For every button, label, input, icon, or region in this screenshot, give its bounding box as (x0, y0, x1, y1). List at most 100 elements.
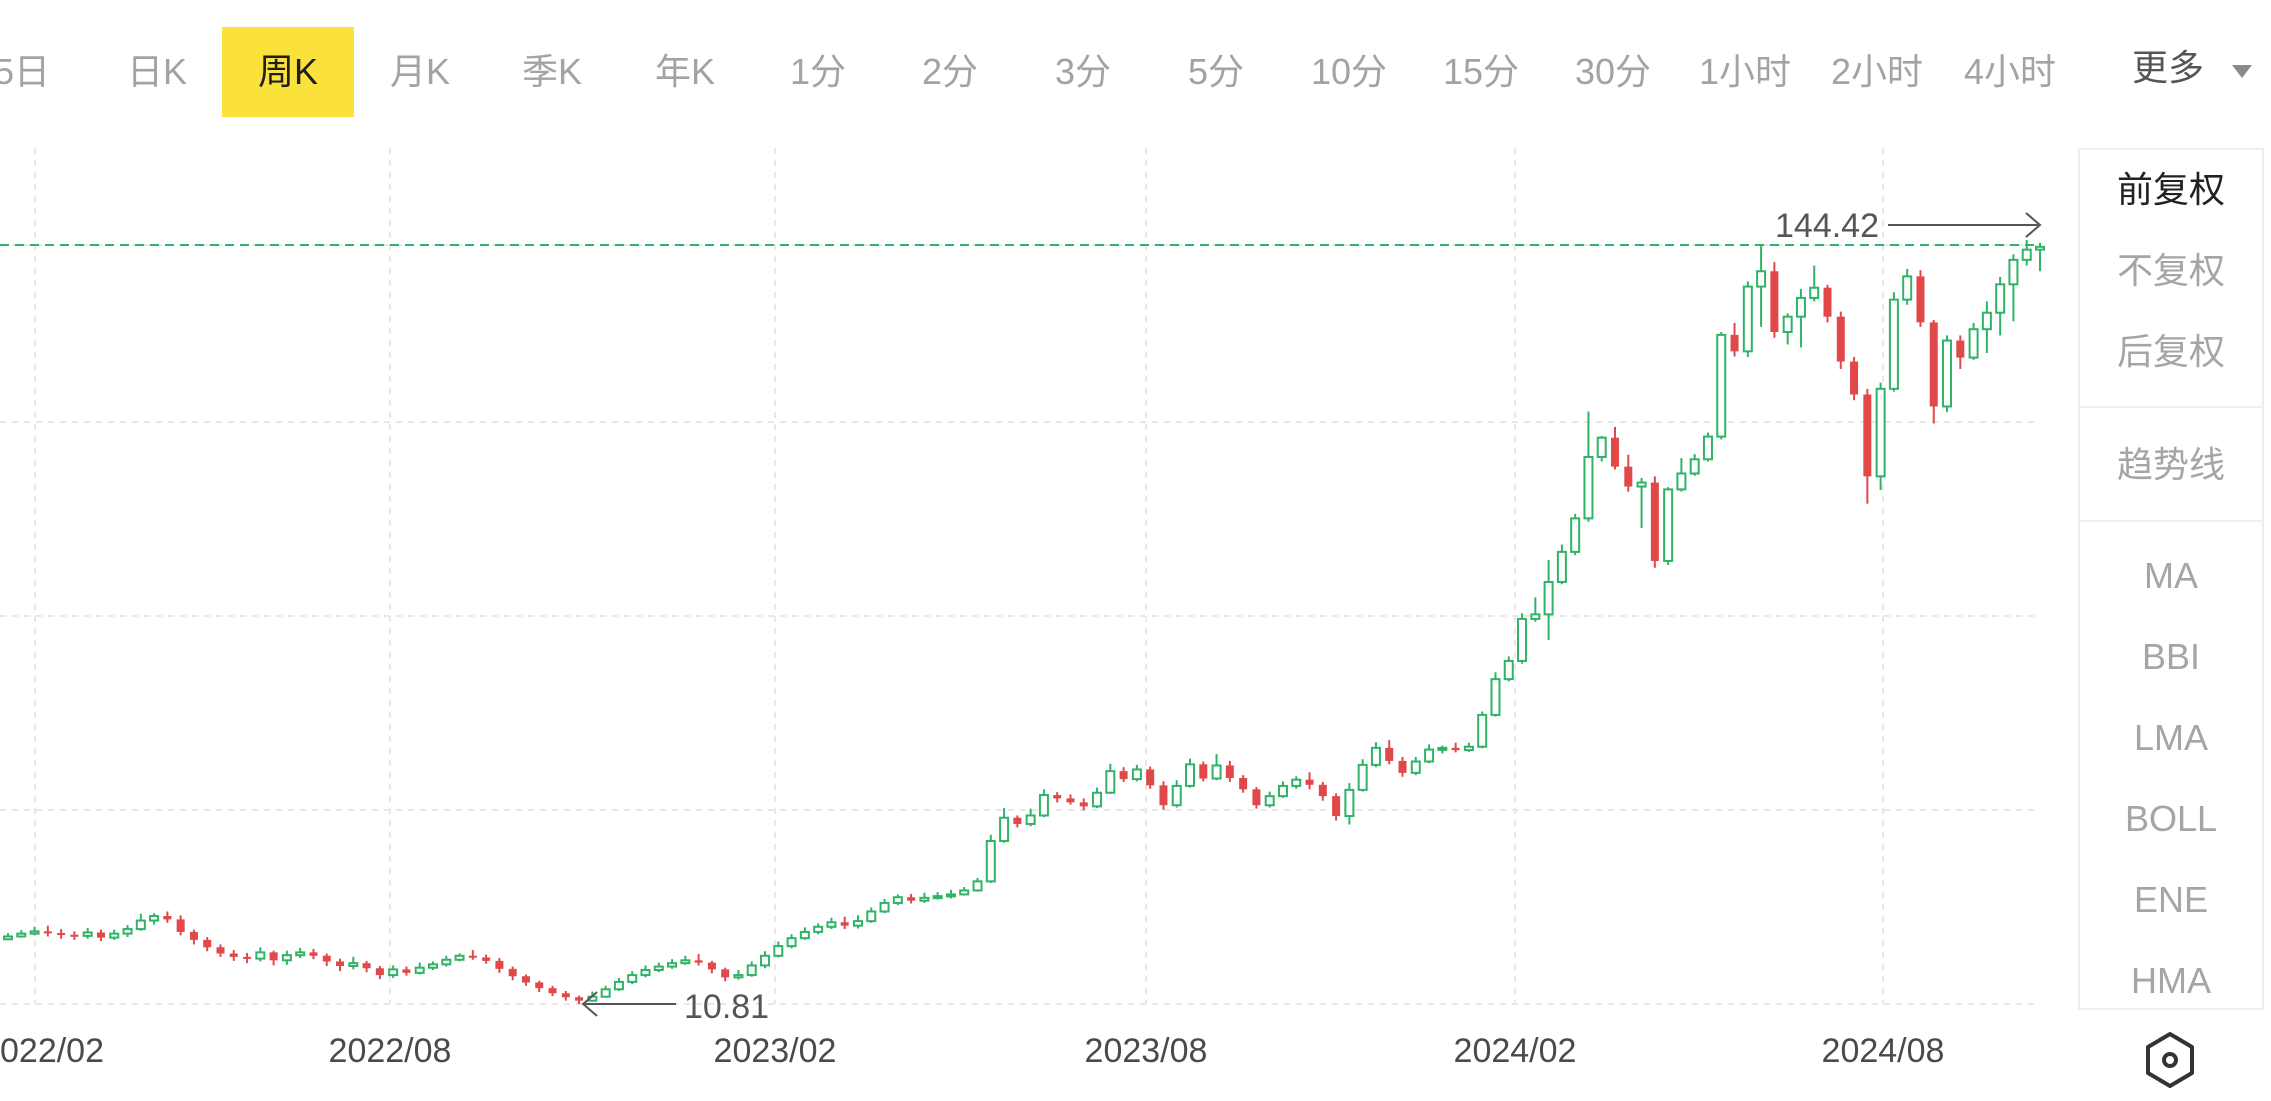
candle-down (1770, 262, 1779, 338)
candle-body (600, 988, 611, 998)
candle-body (1611, 437, 1620, 467)
candle-body (1398, 760, 1407, 773)
candle-body (932, 895, 943, 900)
candle-body (1730, 334, 1739, 352)
x-tick-label: 022/02 (0, 1032, 104, 1070)
candle-down (561, 990, 570, 1001)
candle-body (1836, 316, 1845, 362)
tab-12[interactable]: 15分 (1442, 51, 1520, 92)
candle-body (680, 959, 691, 965)
tab-15[interactable]: 2小时 (1830, 51, 1924, 92)
candle-body (176, 919, 185, 932)
trendline-option[interactable]: 趋势线 (2116, 444, 2225, 485)
candle-down (1823, 284, 1832, 323)
candle-body (799, 930, 810, 940)
candle-body (2008, 258, 2019, 286)
indicator-boll[interactable]: BOLL (2124, 798, 2218, 839)
candle-body (760, 954, 771, 967)
tab-10[interactable]: 5分 (1187, 51, 1245, 92)
candle-body (1716, 333, 1727, 438)
candle-body (786, 937, 797, 948)
candle-down (1159, 781, 1168, 810)
candle-body (1875, 387, 1886, 478)
indicator-ene[interactable]: ENE (2133, 879, 2209, 920)
candle-body (1185, 763, 1196, 787)
candle-down (229, 950, 238, 961)
tab-7[interactable]: 1分 (789, 51, 847, 92)
candle-body (388, 968, 399, 977)
indicator-hma[interactable]: HMA (2131, 960, 2211, 1001)
tab-6[interactable]: 年K (654, 51, 715, 92)
candle-down (1836, 311, 1845, 369)
indicator-ma[interactable]: MA (2144, 555, 2198, 596)
adjust-forward-option[interactable]: 前复权 (2116, 169, 2225, 210)
tab-13[interactable]: 30分 (1574, 51, 1652, 92)
candle-body (3, 935, 13, 941)
candle-body (866, 910, 877, 923)
candle-body (1252, 789, 1261, 806)
more-periods-button[interactable]: 更多 (2118, 27, 2264, 117)
candle-body (1782, 315, 1793, 334)
candle-up (1689, 454, 1700, 476)
candle-down (322, 953, 331, 966)
candle-body (1517, 617, 1528, 662)
candle-down (707, 960, 716, 974)
indicator-bbi[interactable]: BBI (2141, 636, 2201, 677)
candle-body (295, 951, 306, 957)
tab-8[interactable]: 2分 (921, 51, 979, 92)
candle-body (733, 974, 744, 979)
tab-2[interactable]: 日K (126, 51, 187, 92)
candle-body (694, 960, 703, 963)
candle-up (82, 927, 93, 939)
candle-up (1370, 742, 1381, 768)
candle-body (243, 956, 252, 959)
tab-5[interactable]: 季K (521, 51, 582, 92)
hexagon-settings-icon[interactable] (2140, 1030, 2200, 1090)
candle-body (189, 931, 198, 940)
adjust-none-option[interactable]: 不复权 (2116, 250, 2225, 291)
candle-body (972, 880, 983, 892)
candle-down (521, 974, 530, 986)
indicator-lma[interactable]: LMA (2133, 717, 2209, 758)
max-price-label: 144.42 (1775, 207, 1879, 245)
candle-body (1344, 788, 1355, 818)
candle-down (1252, 787, 1261, 809)
candle-body (1795, 296, 1806, 318)
candle-up (773, 941, 784, 958)
candle-body (707, 962, 716, 970)
candle-down (269, 950, 278, 966)
candle-body (402, 969, 411, 973)
candle-body (43, 931, 52, 934)
candle-body (1105, 770, 1116, 794)
candle-up (613, 977, 624, 991)
candle-down (482, 954, 491, 964)
candle-body (1650, 482, 1659, 561)
tab-9[interactable]: 3分 (1054, 51, 1112, 92)
candle-down (1199, 761, 1208, 782)
candle-body (1463, 745, 1474, 752)
candle-up (1902, 268, 1913, 305)
tab-16[interactable]: 4小时 (1963, 51, 2057, 92)
adjust-backward-option[interactable]: 后复权 (2116, 331, 2225, 372)
candle-body (1929, 322, 1938, 407)
tab-4[interactable]: 月K (389, 51, 450, 92)
candle-up (1795, 288, 1806, 348)
tab-3[interactable]: 周K (222, 27, 354, 117)
candle-body (269, 952, 278, 961)
candle-up (1875, 382, 1886, 490)
candle-body (57, 933, 66, 936)
candle-up (852, 915, 863, 929)
candle-body (1850, 361, 1859, 395)
tab-1[interactable]: 5日 (0, 51, 51, 92)
candle-up (281, 950, 292, 965)
candle-up (680, 955, 691, 965)
candle-down (840, 916, 849, 930)
tab-11[interactable]: 10分 (1310, 51, 1388, 92)
tab-14[interactable]: 1小时 (1698, 51, 1792, 92)
candlestick-chart[interactable]: 144.42 10.81 022/02 2022/08 2023/02 2023/08 2… (0, 140, 2060, 1101)
candle-up (1477, 711, 1488, 749)
candle-body (1131, 768, 1142, 781)
candle-body (414, 966, 425, 974)
candle-body (627, 974, 638, 983)
candle-body (1318, 784, 1327, 797)
